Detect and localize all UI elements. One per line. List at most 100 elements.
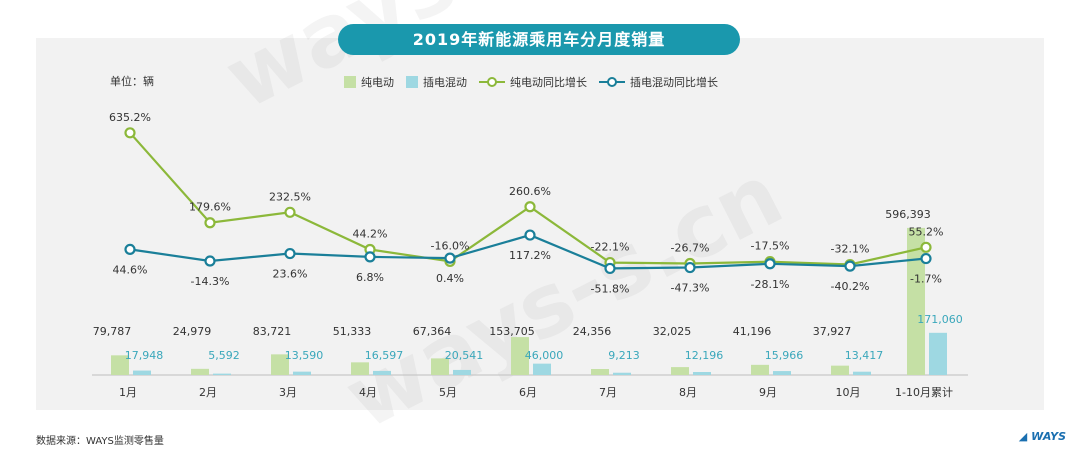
data-label-bev: 83,721	[253, 325, 292, 338]
data-label-bev: 67,364	[413, 325, 452, 338]
data-label-phev-growth: 0.4%	[436, 272, 464, 285]
x-tick-label: 1月	[119, 386, 137, 399]
bar-phev	[293, 371, 311, 375]
x-tick-label: 5月	[439, 386, 457, 399]
data-label-phev-growth: 23.6%	[273, 268, 308, 281]
data-source-note: 数据来源：WAYS监测零售量	[36, 436, 164, 447]
data-label-bev-growth: -17.5%	[751, 240, 790, 253]
data-label-phev-growth: 44.6%	[113, 263, 148, 276]
data-label-phev: 20,541	[445, 349, 484, 362]
legend-label-phev: 插电混动	[423, 76, 467, 89]
data-label-bev-growth: 179.6%	[189, 201, 231, 214]
data-label-phev-growth: -28.1%	[751, 278, 790, 291]
phev-growth-point	[920, 252, 932, 265]
data-label-phev: 9,213	[608, 349, 640, 362]
legend-marker-phev-growth	[599, 77, 625, 87]
legend-label-phev-growth: 插电混动同比增长	[630, 76, 718, 89]
legend-item-bev: 纯电动	[344, 74, 394, 90]
bar-bev	[671, 367, 689, 375]
bar-bev	[271, 354, 289, 375]
data-label-bev: 596,393	[885, 208, 931, 221]
bar-phev	[773, 371, 791, 375]
data-label-phev: 12,196	[685, 349, 724, 362]
data-label-bev-growth: 260.6%	[509, 185, 551, 198]
bar-bev	[351, 362, 369, 375]
ways-logo: ◢ WAYS	[1019, 430, 1066, 443]
phev-growth-point	[604, 262, 616, 275]
data-label-bev-growth: 44.2%	[353, 227, 388, 240]
legend-item-bev-growth: 纯电动同比增长	[479, 74, 587, 90]
data-label-bev-growth: -26.7%	[671, 241, 710, 254]
bar-phev	[533, 363, 551, 375]
data-label-phev: 46,000	[525, 349, 564, 362]
data-label-phev: 171,060	[917, 313, 963, 326]
data-label-bev: 24,356	[573, 325, 612, 338]
data-label-phev: 16,597	[365, 349, 404, 362]
x-tick-label: 3月	[279, 386, 297, 399]
x-tick-label: 6月	[519, 386, 537, 399]
legend-item-phev-growth: 插电混动同比增长	[599, 74, 718, 90]
phev-growth-point	[524, 229, 536, 241]
x-tick-label: 8月	[679, 386, 697, 399]
bar-phev	[213, 373, 231, 375]
data-label-bev: 41,196	[733, 325, 772, 338]
unit-label: 单位：辆	[110, 75, 154, 88]
bar-phev	[929, 332, 947, 375]
data-label-phev-growth: -47.3%	[671, 282, 710, 295]
bev-growth-point	[524, 201, 536, 213]
chart-panel	[36, 38, 1044, 410]
legend-label-bev-growth: 纯电动同比增长	[510, 76, 587, 89]
legend-label-bev: 纯电动	[361, 76, 394, 89]
phev-growth-point	[844, 260, 856, 272]
bev-growth-point	[204, 217, 216, 229]
x-tick-label: 1-10月累计	[895, 386, 953, 399]
data-label-phev-growth: 6.8%	[356, 271, 384, 284]
bar-bev	[591, 368, 609, 375]
legend-swatch-phev	[406, 76, 418, 88]
bev-growth-point	[284, 206, 296, 218]
logo-mark-icon: ◢	[1018, 430, 1028, 443]
bar-bev	[191, 368, 209, 375]
data-label-bev: 32,025	[653, 325, 692, 338]
data-label-bev-growth: -32.1%	[831, 243, 870, 256]
legend-item-phev: 插电混动	[406, 74, 467, 90]
bar-bev	[431, 358, 449, 375]
data-label-phev-growth: -14.3%	[191, 275, 230, 288]
bev-growth-line	[129, 132, 927, 266]
bar-bev	[111, 355, 129, 375]
phev-growth-point	[124, 243, 136, 255]
data-label-phev-growth: -40.2%	[831, 280, 870, 293]
data-label-phev: 13,590	[285, 349, 324, 362]
brand-name: WAYS	[1031, 430, 1066, 443]
data-label-phev: 15,966	[765, 349, 804, 362]
bar-phev	[373, 370, 391, 375]
data-label-bev: 24,979	[173, 325, 212, 338]
data-label-bev: 37,927	[813, 325, 852, 338]
data-label-bev: 153,705	[489, 325, 535, 338]
phev-growth-point	[284, 247, 296, 260]
bev-growth-point	[124, 127, 136, 139]
data-label-phev-growth: -51.8%	[591, 282, 630, 295]
phev-growth-point	[764, 258, 776, 270]
data-label-bev-growth: -16.0%	[431, 239, 470, 252]
x-tick-label: 7月	[599, 386, 617, 399]
bar-phev	[693, 371, 711, 375]
bev-growth-point	[920, 241, 932, 253]
bar-phev	[453, 369, 471, 375]
phev-growth-point	[204, 255, 216, 267]
data-label-bev: 79,787	[93, 325, 132, 338]
data-label-phev: 5,592	[208, 349, 240, 362]
bar-phev	[853, 371, 871, 375]
data-label-bev: 51,333	[333, 325, 372, 338]
data-label-bev-growth: -22.1%	[591, 241, 630, 254]
bar-bev	[511, 337, 529, 375]
bar-phev	[613, 372, 631, 375]
x-tick-label: 4月	[359, 386, 377, 399]
data-label-phev-growth: 117.2%	[509, 249, 551, 262]
phev-growth-point	[684, 261, 696, 274]
bar-phev	[133, 370, 151, 375]
bar-bev	[907, 227, 925, 375]
data-label-bev-growth: 55.2%	[909, 225, 944, 238]
x-tick-label: 9月	[759, 386, 777, 399]
data-label-bev-growth: 635.2%	[109, 111, 151, 124]
